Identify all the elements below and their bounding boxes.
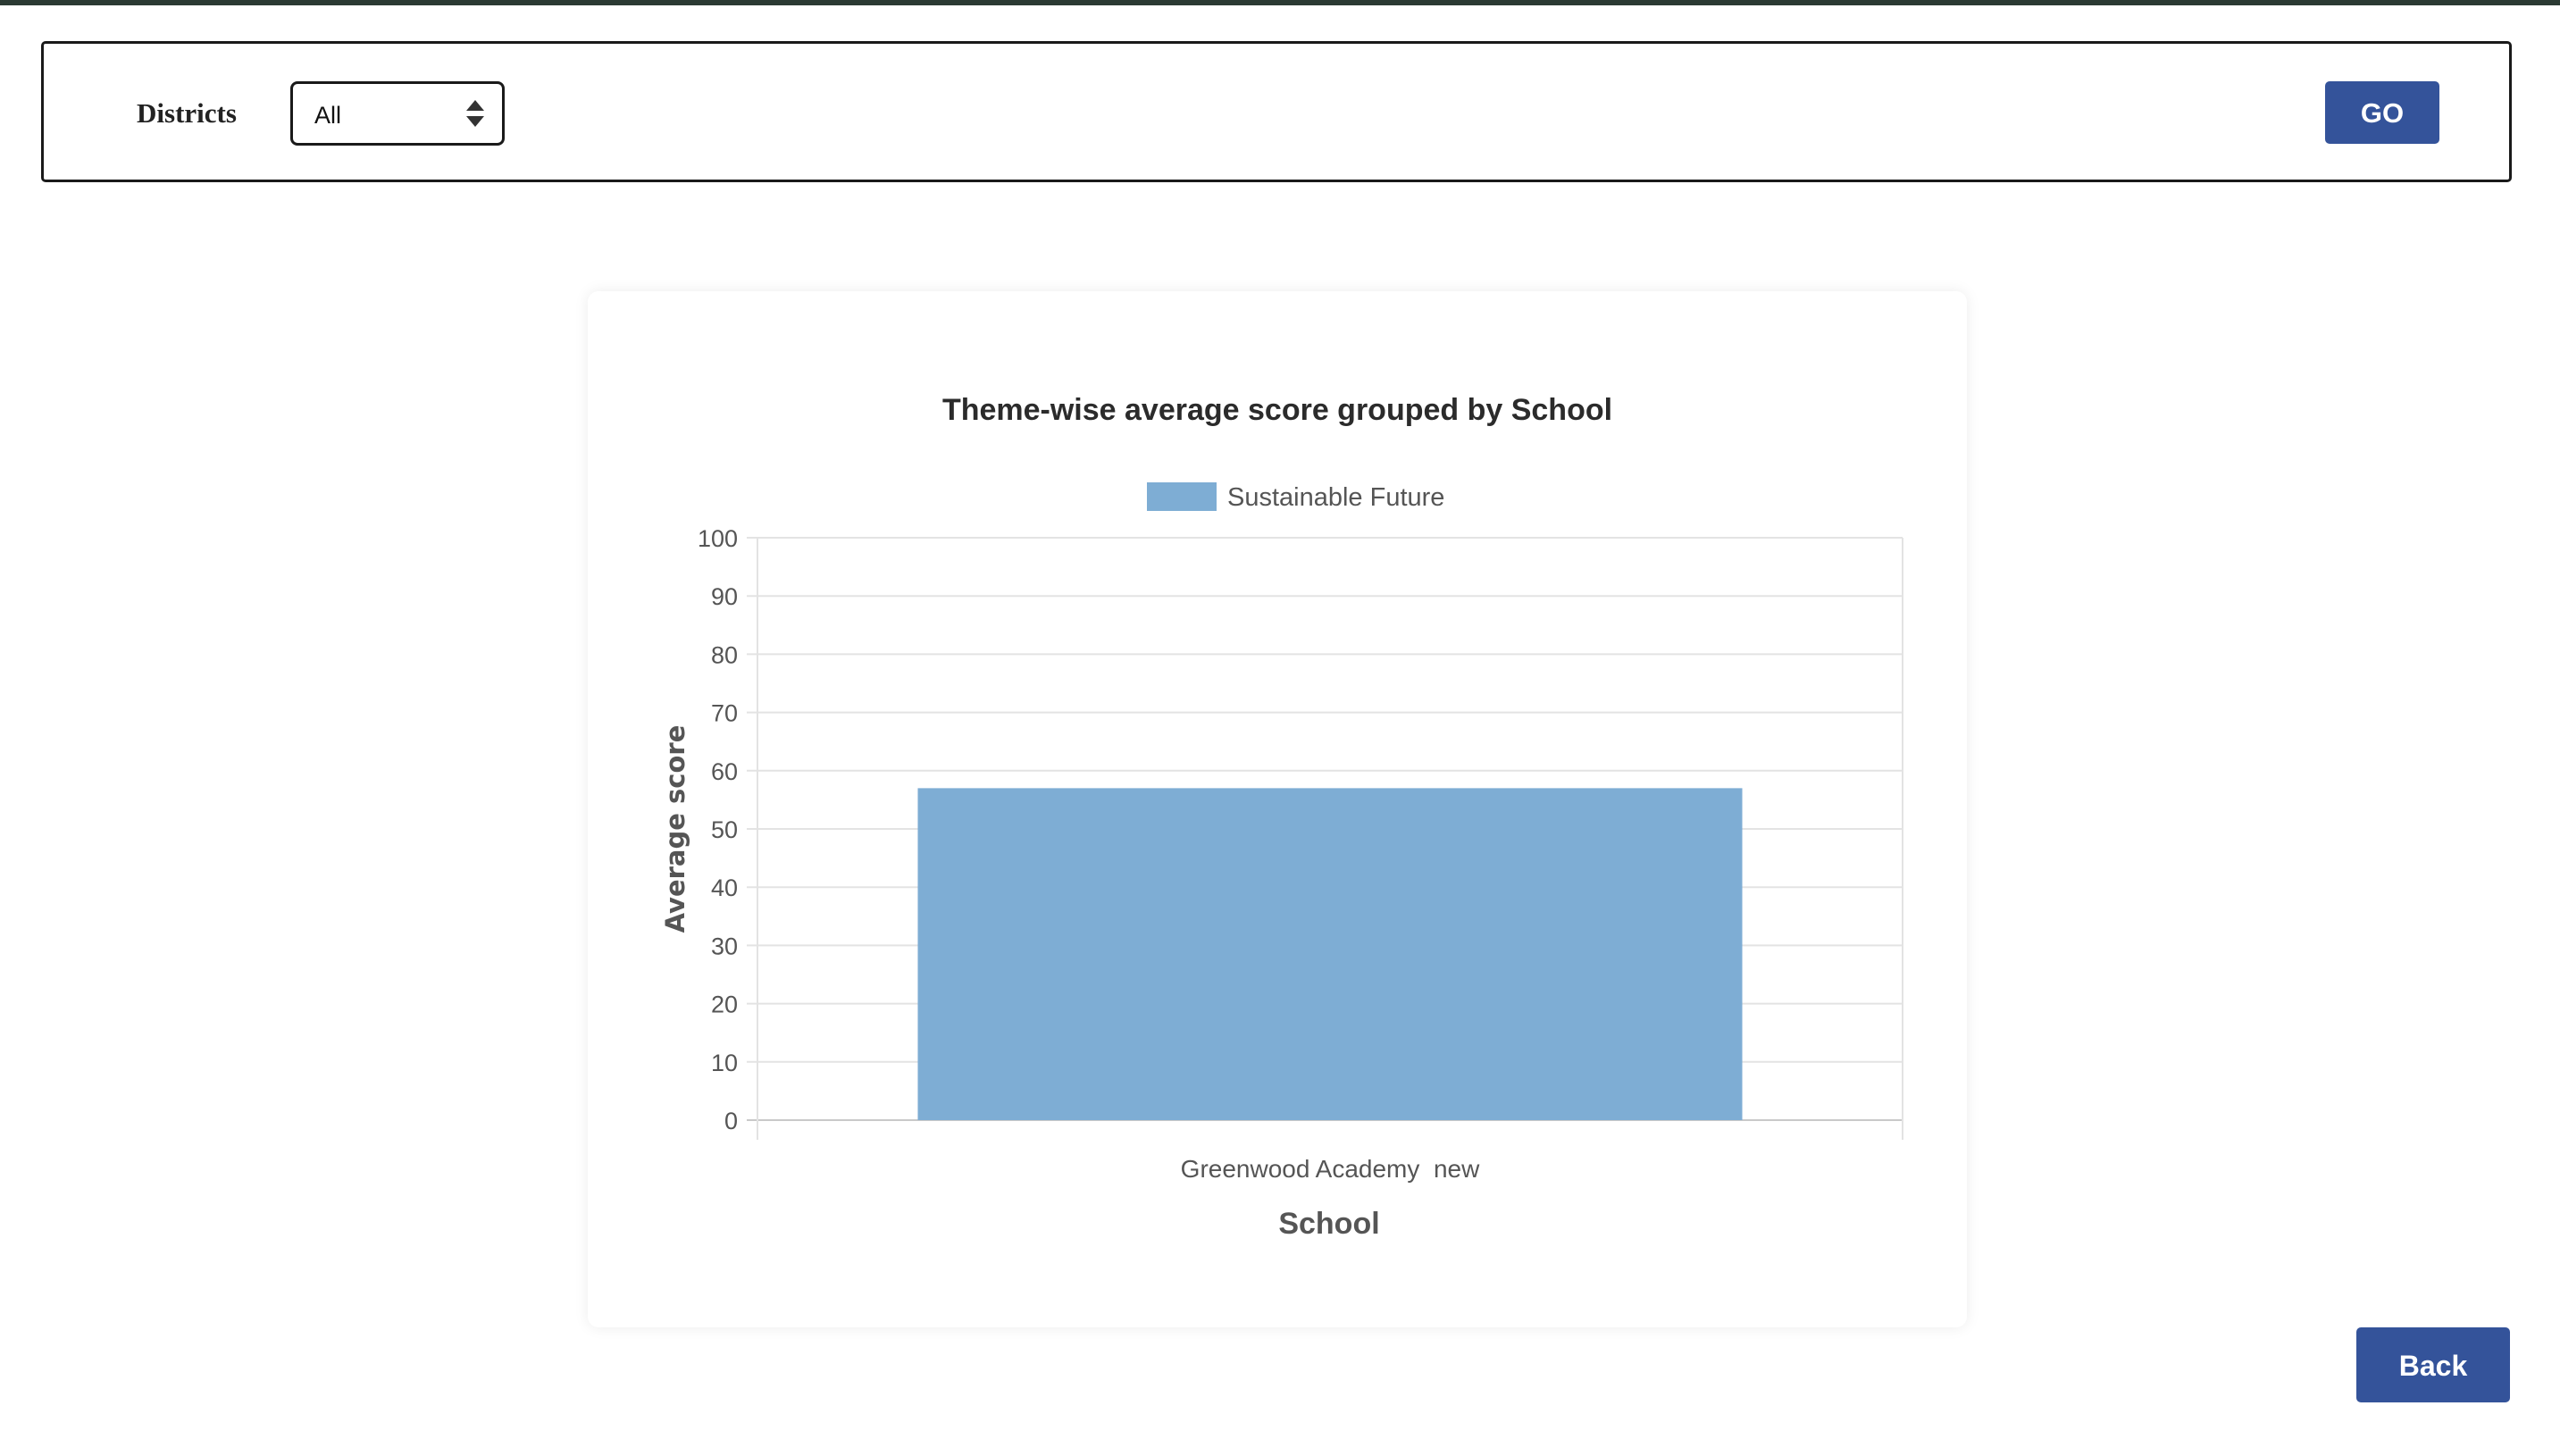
bar[interactable]	[917, 788, 1743, 1120]
y-tick-label: 100	[698, 525, 738, 552]
legend-swatch	[1147, 482, 1217, 511]
top-strip	[0, 0, 2560, 5]
chart-bars	[917, 788, 1743, 1120]
y-tick-label: 30	[711, 933, 738, 959]
districts-select[interactable]: All	[290, 81, 505, 146]
chart-card: Theme-wise average score grouped by Scho…	[588, 291, 1967, 1327]
y-tick-label: 10	[711, 1050, 738, 1076]
x-axis-title: School	[1278, 1207, 1379, 1241]
x-tick-label: Greenwood Academy new	[1181, 1155, 1480, 1183]
legend-label: Sustainable Future	[1227, 483, 1444, 512]
y-tick-label: 90	[711, 583, 738, 610]
y-tick-label: 70	[711, 700, 738, 727]
filter-bar: Districts All GO	[41, 41, 2512, 182]
y-tick-label: 80	[711, 641, 738, 668]
districts-label: Districts	[137, 97, 237, 129]
y-axis-title: Average score	[660, 725, 690, 933]
x-axis-ticks: Greenwood Academy new	[1181, 1155, 1480, 1183]
y-tick-label: 0	[724, 1108, 738, 1134]
chart-legend: Sustainable Future	[1147, 482, 1444, 512]
y-axis-ticks: 0 10 20 30 40 50 60 70 80 90 100	[698, 525, 738, 1134]
chart-title: Theme-wise average score grouped by Scho…	[942, 393, 1612, 427]
select-updown-icon	[466, 100, 484, 127]
back-button[interactable]: Back	[2356, 1327, 2510, 1402]
y-tick-label: 60	[711, 758, 738, 785]
y-tick-label: 50	[711, 816, 738, 843]
y-tick-label: 20	[711, 992, 738, 1018]
go-button[interactable]: GO	[2325, 81, 2439, 144]
bar-chart: Theme-wise average score grouped by Scho…	[660, 393, 1903, 1241]
y-tick-label: 40	[711, 874, 738, 901]
districts-select-value: All	[314, 102, 342, 129]
